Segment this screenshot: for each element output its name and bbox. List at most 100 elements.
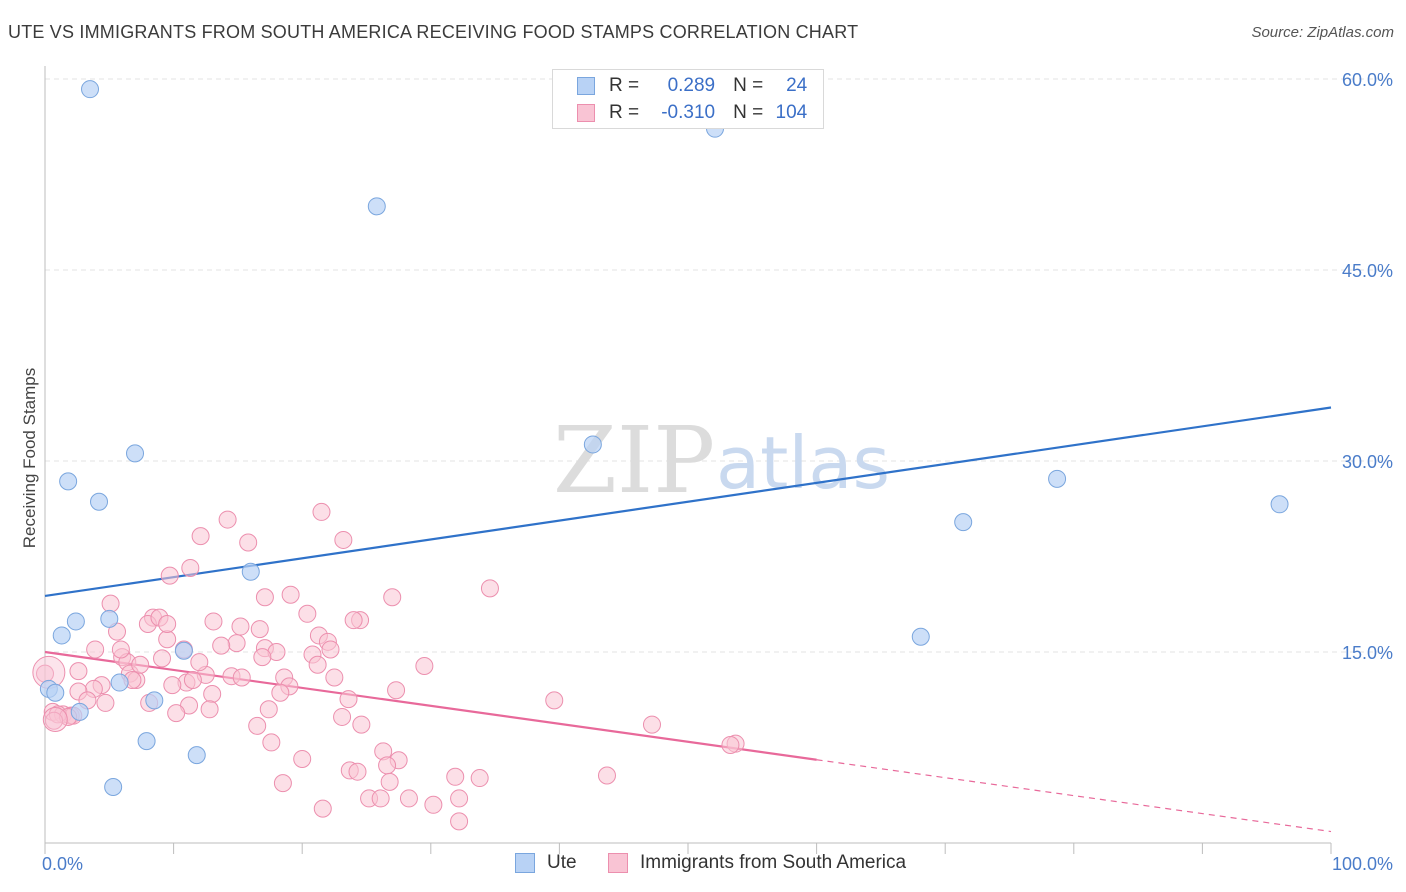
x-tick-label-last: 100.0% [1332,854,1393,874]
point-immigrants [545,691,564,710]
legend-r-label: R = [609,102,640,123]
point-immigrants [348,762,367,781]
point-immigrants [86,640,105,659]
point-ute [59,472,78,491]
point-immigrants [231,617,250,636]
point-immigrants [218,510,237,529]
point-immigrants [42,706,68,732]
point-immigrants [248,716,267,735]
points-immigrants [32,502,745,831]
point-ute [70,702,89,721]
point-immigrants [380,772,399,791]
tick-labels: 15.0% 30.0% 45.0% 60.0% 0.0% 100.0% [42,70,1393,874]
point-immigrants [111,640,130,659]
legend-swatch-immigrants [577,104,595,122]
point-immigrants [96,693,115,712]
point-immigrants [344,611,363,630]
point-immigrants [378,756,397,775]
point-immigrants [352,715,371,734]
watermark: ZIP atlas [553,407,890,514]
point-immigrants [333,707,352,726]
point-immigrants [293,749,312,768]
point-ute [367,197,386,216]
point-ute [911,627,930,646]
legend-row-immigrants: R = -0.310 N = 104 [577,101,807,125]
point-immigrants [308,655,327,674]
point-ute [81,80,100,99]
point-immigrants [232,668,251,687]
point-ute [100,609,119,628]
point-immigrants [160,566,179,585]
series-legend-immigrants[interactable]: Immigrants from South America [608,852,906,874]
legend-n-value: 24 [786,75,808,96]
point-ute [145,691,164,710]
point-immigrants [446,767,465,786]
point-ute [954,513,973,532]
point-ute [1048,469,1067,488]
point-immigrants [480,579,499,598]
point-immigrants [470,769,489,788]
point-immigrants [298,604,317,623]
legend-r-value: 0.289 [667,75,716,96]
point-immigrants [387,681,406,700]
y-tick-label: 60.0% [1342,70,1393,90]
point-immigrants [271,683,290,702]
point-immigrants [334,530,353,549]
point-immigrants [204,612,223,631]
point-ute [46,683,65,702]
series-swatch-immigrants [608,853,628,873]
point-immigrants [101,594,120,613]
point-immigrants [313,799,332,818]
chart-title: UTE VS IMMIGRANTS FROM SOUTH AMERICA REC… [8,22,859,42]
point-immigrants [259,700,278,719]
point-immigrants [597,766,616,785]
point-immigrants [163,676,182,695]
point-ute [137,732,156,751]
series-legend: Ute Immigrants from South America [0,852,1406,878]
point-immigrants [339,690,358,709]
point-immigrants [200,700,219,719]
source-label: Source: ZipAtlas.com [1251,24,1394,41]
point-immigrants [131,655,150,674]
legend-r-label: R = [609,75,640,96]
point-ute [126,444,145,463]
point-immigrants [312,502,331,521]
point-ute [1270,495,1289,514]
points-ute [39,80,1289,796]
legend-swatch-ute [577,77,595,95]
point-immigrants [424,795,443,814]
point-immigrants [721,735,740,754]
point-ute [187,746,206,765]
point-immigrants [167,704,186,723]
point-immigrants [158,630,177,649]
point-ute [110,673,129,692]
point-immigrants [383,588,402,607]
correlation-legend: R = 0.289 N = 24 R = -0.310 N = 104 [552,69,824,129]
point-ute [52,626,71,645]
legend-row-ute: R = 0.289 N = 24 [577,74,807,98]
legend-n-label: N = [733,102,764,123]
point-immigrants [281,585,300,604]
point-ute [174,641,193,660]
series-label-ute: Ute [547,852,577,873]
point-ute [66,612,85,631]
trend-line-ute [44,406,1332,598]
y-tick-label: 30.0% [1342,452,1393,472]
point-immigrants [399,789,418,808]
point-ute [583,435,602,454]
watermark-zip: ZIP [553,407,715,514]
series-label-immigrants: Immigrants from South America [640,852,907,873]
legend-n-value: 104 [775,102,808,123]
series-legend-ute[interactable]: Ute [515,852,577,874]
point-immigrants [227,634,246,653]
point-immigrants [255,588,274,607]
point-immigrants [153,649,172,668]
point-immigrants [191,527,210,546]
point-ute [90,492,109,511]
point-immigrants [183,671,202,690]
trend-line-immigrants-extension [816,759,1332,833]
point-immigrants [642,715,661,734]
point-immigrants [321,640,340,659]
legend-r-value: -0.310 [661,102,716,123]
